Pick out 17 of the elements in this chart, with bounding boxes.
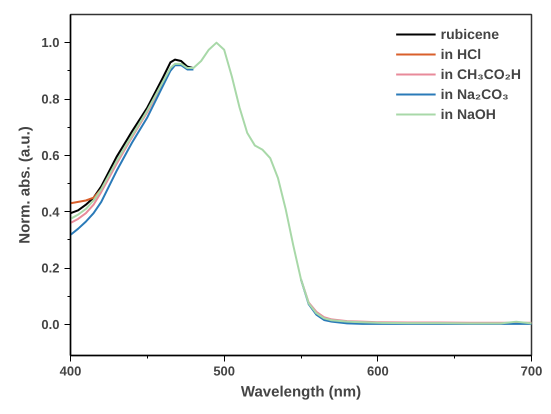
x-tick-label: 700	[520, 364, 542, 378]
x-tick-label: 600	[366, 364, 389, 378]
legend-label: in CH₃CO₂H	[440, 65, 521, 83]
x-tick-label: 400	[60, 364, 82, 378]
legend-label: in NaOH	[440, 105, 496, 123]
legend-label: in HCl	[440, 45, 482, 63]
y-axis-title: Norm. abs. (a.u.)	[16, 126, 34, 244]
y-tick-label: 0.8	[41, 92, 60, 107]
y-tick-label: 0.2	[41, 260, 60, 276]
y-tick-label: 0.6	[41, 148, 60, 163]
legend-label: rubicene	[440, 25, 499, 43]
y-tick-label: 0.0	[41, 317, 60, 332]
legend-label: in Na₂CO₃	[440, 85, 509, 103]
y-tick-label: 1.0	[41, 35, 60, 50]
y-tick-label: 0.4	[41, 204, 60, 220]
x-axis-title: Wavelength (nm)	[240, 384, 362, 400]
x-tick-label: 500	[213, 364, 236, 378]
